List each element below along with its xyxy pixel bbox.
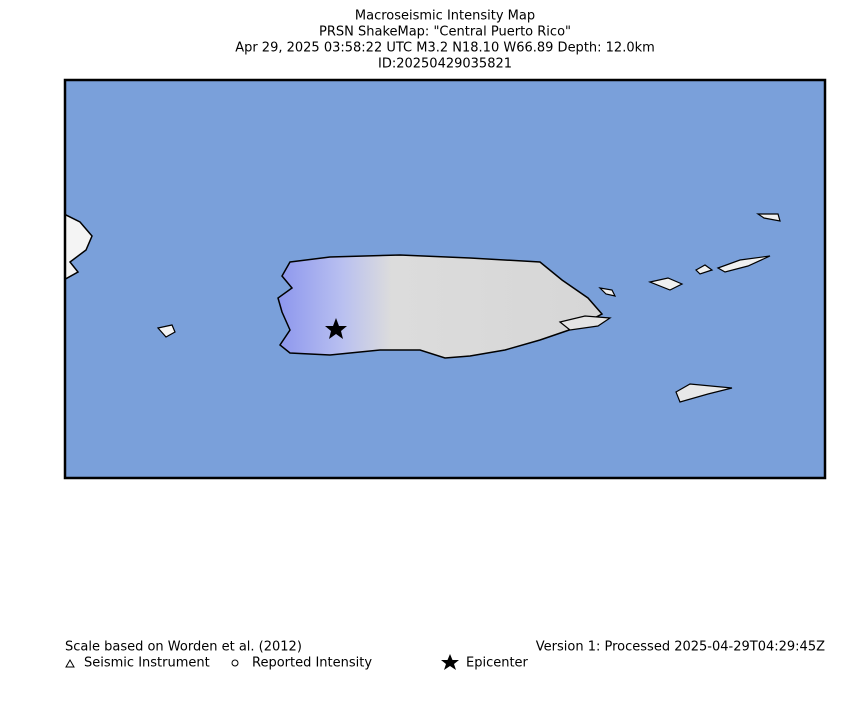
title-line: Apr 29, 2025 03:58:22 UTC M3.2 N18.10 W6… [235,41,655,56]
epicenter-icon [441,654,459,670]
map-frame [63,78,827,480]
title-line: ID:20250429035821 [378,57,512,72]
version: Version 1: Processed 2025-04-29T04:29:45… [536,640,825,655]
island [156,324,176,338]
title-line: PRSN ShakeMap: "Central Puerto Rico" [319,25,571,40]
map [65,80,825,478]
instrument-icon [65,658,75,668]
legend-label: Reported Intensity [252,656,372,671]
scale-note: Scale based on Worden et al. (2012) [65,640,302,655]
footer: Scale based on Worden et al. (2012) Vers… [65,640,825,671]
legend-label: Seismic Instrument [84,656,210,671]
island [675,383,733,403]
hispaniola [65,213,93,281]
island [695,255,771,275]
reported-icon [231,659,239,667]
title: Macroseismic Intensity Map PRSN ShakeMap… [235,9,655,72]
island [598,287,617,297]
epicenter [325,318,347,339]
title-line: Macroseismic Intensity Map [355,9,535,24]
island [558,315,612,331]
island [756,213,781,222]
puerto-rico [277,254,604,359]
island [647,277,684,291]
legend-label: Epicenter [466,656,529,671]
